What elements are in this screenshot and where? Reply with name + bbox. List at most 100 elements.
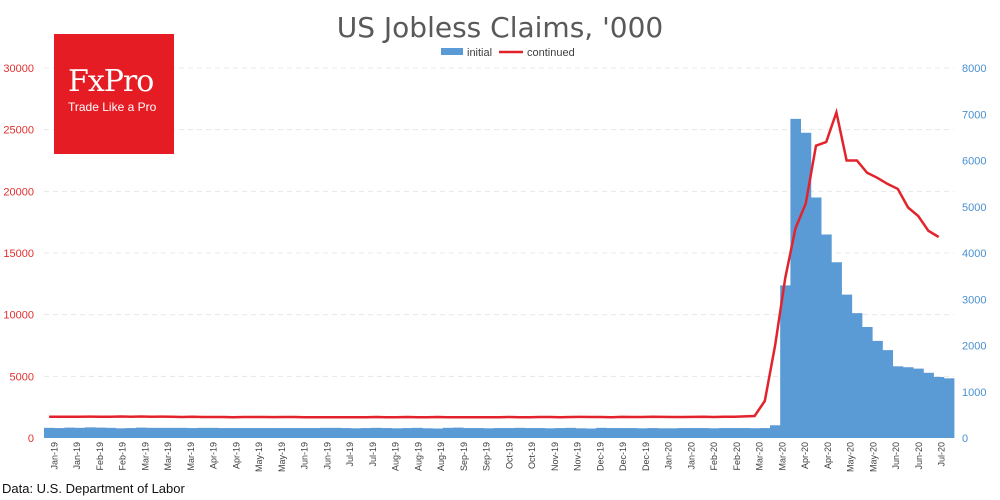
initial-bar	[749, 428, 761, 438]
x-tick-label: Jan-19	[49, 442, 59, 470]
initial-bar	[54, 428, 65, 438]
initial-bar	[831, 262, 842, 438]
x-tick-label: Jul-20	[937, 442, 947, 467]
x-tick-label: Sep-19	[459, 442, 469, 471]
initial-bar	[452, 427, 464, 438]
initial-bar	[136, 427, 147, 438]
initial-bar	[166, 427, 178, 438]
initial-bar	[790, 118, 802, 438]
initial-bar	[565, 427, 577, 438]
legend: initial continued	[441, 47, 575, 59]
initial-bar	[933, 376, 945, 438]
initial-bar	[371, 427, 382, 438]
right-tick-label: 1000	[962, 387, 986, 399]
initial-bar	[350, 428, 362, 438]
initial-bar	[688, 428, 699, 438]
x-tick-label: Oct-19	[504, 442, 514, 469]
right-tick-label: 7000	[962, 109, 986, 121]
initial-bar	[74, 427, 86, 438]
initial-bar	[759, 428, 771, 438]
initial-bar	[647, 428, 658, 438]
x-tick-label: Nov-19	[550, 442, 560, 471]
initial-bar	[422, 428, 433, 438]
initial-bar	[320, 427, 331, 438]
initial-bar	[268, 428, 280, 438]
initial-bar	[892, 366, 904, 438]
initial-bar	[207, 427, 219, 438]
initial-bar	[187, 428, 198, 438]
initial-bar	[677, 428, 689, 438]
initial-bar	[769, 425, 781, 438]
right-tick-label: 3000	[962, 294, 986, 306]
initial-bar	[473, 428, 485, 438]
x-tick-label: Mar-19	[140, 442, 150, 471]
right-tick-label: 8000	[962, 63, 986, 75]
x-tick-label: Dec-19	[618, 442, 628, 471]
x-tick-label: Aug-19	[413, 442, 423, 471]
initial-bar	[585, 428, 597, 438]
initial-bar	[228, 428, 239, 438]
initial-bar	[330, 427, 341, 438]
initial-bar	[851, 313, 863, 438]
initial-bar	[841, 294, 853, 438]
x-tick-label: Feb-20	[709, 442, 719, 471]
right-axis-ticks: 0 1000 2000 3000 4000 5000 6000 7000 8000	[962, 63, 986, 445]
initial-bar	[626, 428, 638, 438]
x-tick-label: Apr-20	[823, 442, 833, 469]
initial-bar	[289, 428, 301, 438]
initial-claims-bars	[44, 118, 955, 438]
initial-bar	[637, 428, 648, 438]
x-tick-label: Jan-19	[72, 442, 82, 470]
x-tick-label: Feb-19	[118, 442, 128, 471]
x-tick-label: Jan-20	[686, 442, 696, 470]
initial-bar	[463, 428, 474, 438]
logo-wordmark: FxPro	[68, 64, 154, 99]
initial-bar	[279, 428, 290, 438]
x-tick-label: Jan-20	[664, 442, 674, 470]
initial-bar	[729, 428, 740, 438]
initial-bar	[217, 428, 229, 438]
initial-bar	[861, 327, 873, 438]
initial-bar	[555, 428, 566, 438]
initial-bar	[718, 428, 730, 438]
left-axis-ticks: 0 5000 10000 15000 20000 25000 30000	[3, 63, 34, 445]
right-tick-label: 0	[962, 433, 968, 445]
initial-bar	[800, 132, 812, 438]
initial-bar	[412, 427, 423, 438]
x-tick-label: Oct-19	[527, 442, 537, 469]
initial-bar	[810, 197, 822, 438]
x-tick-label: Aug-19	[391, 442, 401, 471]
initial-bar	[84, 427, 96, 438]
left-tick-label: 20000	[3, 186, 34, 198]
initial-bar	[146, 427, 157, 438]
x-tick-label: Jul-19	[368, 442, 378, 467]
x-tick-label: Jul-19	[345, 442, 355, 467]
initial-bar	[657, 428, 669, 438]
initial-bar	[514, 427, 525, 438]
x-tick-label: Jun-19	[322, 442, 332, 470]
initial-bar	[238, 428, 249, 438]
x-tick-label: Apr-19	[231, 442, 241, 469]
right-tick-label: 4000	[962, 248, 986, 260]
x-tick-label: May-19	[254, 442, 264, 472]
left-tick-label: 0	[28, 433, 34, 445]
x-tick-label: May-20	[868, 442, 878, 472]
left-tick-label: 10000	[3, 310, 34, 322]
x-tick-label: Jun-20	[891, 442, 901, 470]
initial-bar	[606, 428, 617, 438]
x-tick-label: Aug-19	[436, 442, 446, 471]
chart-title: US Jobless Claims, '000	[337, 11, 663, 44]
initial-bar	[442, 427, 454, 438]
continued-claims-line	[49, 107, 940, 419]
legend-initial-swatch	[441, 48, 463, 55]
initial-bar	[299, 428, 311, 438]
x-tick-label: Mar-20	[777, 442, 787, 471]
initial-bar	[504, 428, 515, 438]
x-tick-label: Mar-19	[163, 442, 173, 471]
x-tick-label: Mar-19	[186, 442, 196, 471]
initial-bar	[616, 428, 628, 438]
initial-bar	[105, 427, 116, 438]
initial-bar	[401, 428, 413, 438]
initial-bar	[156, 427, 168, 438]
